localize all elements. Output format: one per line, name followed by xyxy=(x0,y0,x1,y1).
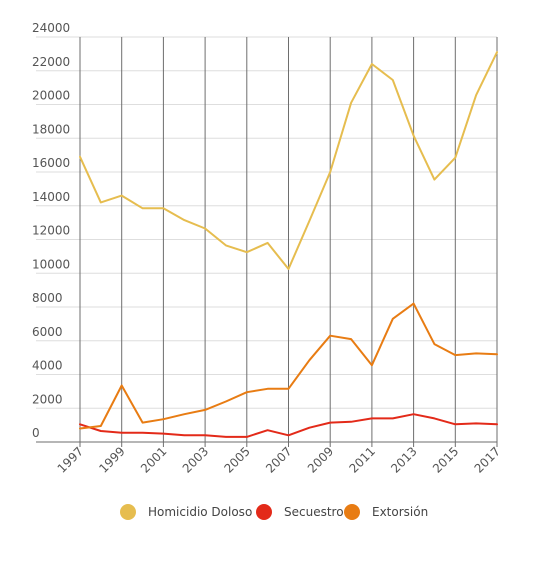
x-tick-label: 2015 xyxy=(430,444,461,475)
y-tick-label: 2000 xyxy=(32,392,63,406)
x-tick-label: 2005 xyxy=(221,444,252,475)
grid xyxy=(36,36,498,447)
y-tick-label: 12000 xyxy=(32,224,70,238)
legend-item-secuestro[interactable]: Secuestro xyxy=(256,498,344,526)
x-tick-label: 2009 xyxy=(305,444,336,475)
y-tick-label: 6000 xyxy=(32,325,63,339)
series-lines xyxy=(79,51,498,438)
x-tick-label: 2013 xyxy=(388,444,419,475)
y-tick-label: 14000 xyxy=(32,190,70,204)
legend-marker xyxy=(344,504,360,520)
series-line-1 xyxy=(79,413,498,438)
x-tick-label: 2007 xyxy=(263,444,294,475)
y-tick-label: 10000 xyxy=(32,257,70,271)
y-tick-label: 16000 xyxy=(32,156,70,170)
line-chart: 0 2000 4000 6000 8000 10000 12000 14000 16000 180… xyxy=(32,21,503,476)
x-tick-label: 1997 xyxy=(55,444,86,475)
x-tick-label: 2011 xyxy=(347,444,378,475)
legend: Homicidio Doloso Secuestro Extorsión xyxy=(0,498,539,526)
y-tick-label: 18000 xyxy=(32,122,70,136)
legend-marker xyxy=(120,504,136,520)
legend-label: Extorsión xyxy=(372,505,429,519)
y-tick-label: 0 xyxy=(32,426,40,440)
legend-item-homicidio-doloso[interactable]: Homicidio Doloso xyxy=(120,498,252,526)
legend-item-extorsion[interactable]: Extorsión xyxy=(344,498,428,526)
x-tick-label: 2017 xyxy=(472,444,503,475)
series-line-2 xyxy=(79,302,498,430)
y-tick-label: 20000 xyxy=(32,89,70,103)
legend-label: Secuestro xyxy=(284,505,344,519)
series-line-0 xyxy=(79,51,498,270)
x-axis-ticks: 1997 1999 2001 2003 2005 2007 2009 2011 2013 2015… xyxy=(55,444,503,475)
y-tick-label: 22000 xyxy=(32,55,70,69)
y-tick-label: 4000 xyxy=(32,359,63,373)
legend-marker xyxy=(256,504,272,520)
y-tick-label: 8000 xyxy=(32,291,63,305)
legend-label: Homicidio Doloso xyxy=(148,505,253,519)
y-tick-label: 24000 xyxy=(32,21,70,35)
x-tick-label: 2003 xyxy=(180,444,211,475)
y-axis-ticks: 0 2000 4000 6000 8000 10000 12000 14000 16000 180… xyxy=(32,21,70,440)
x-tick-label: 1999 xyxy=(96,444,127,475)
x-tick-label: 2001 xyxy=(138,444,169,475)
